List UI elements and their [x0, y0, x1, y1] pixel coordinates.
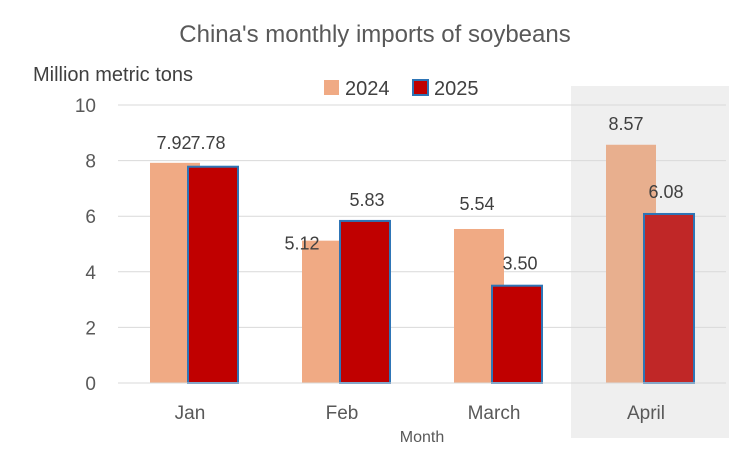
- x-axis-categories: Jan Feb March April: [175, 403, 665, 424]
- data-label-2025-march: 3.50: [502, 254, 537, 274]
- legend-swatch-2025: [412, 79, 429, 96]
- x-axis-label: Month: [400, 429, 444, 446]
- bar-2025-april: [643, 212, 695, 384]
- y-tick-label: 6: [85, 207, 96, 228]
- y-tick-label: 0: [85, 374, 96, 395]
- bars: [150, 144, 695, 385]
- data-label-2024-april: 8.57: [608, 114, 643, 134]
- data-label-2024-feb: 5.12: [284, 234, 319, 254]
- x-category-label: April: [627, 403, 665, 424]
- y-axis-label: Million metric tons: [33, 64, 193, 86]
- legend-label-2025: 2025: [434, 78, 479, 100]
- data-label-2024-march: 5.54: [459, 194, 494, 214]
- bar-2025-march: [491, 284, 543, 385]
- bar-2025-feb: [339, 219, 391, 384]
- x-category-label: Jan: [175, 403, 206, 424]
- y-tick-label: 10: [75, 96, 96, 117]
- data-label-2025-jan: 7.78: [190, 133, 225, 153]
- legend-swatch-2024: [324, 80, 339, 95]
- data-label-2025-april: 6.08: [648, 182, 683, 202]
- y-tick-label: 2: [85, 318, 96, 339]
- y-tick-label: 4: [85, 263, 96, 284]
- x-category-label: Feb: [326, 403, 359, 424]
- y-axis-ticks: 0 2 4 6 8 10: [75, 96, 97, 395]
- data-label-2025-feb: 5.83: [349, 190, 384, 210]
- y-tick-label: 8: [85, 152, 96, 173]
- x-category-label: March: [468, 403, 521, 424]
- data-labels: 7.927.78 5.12 5.83 5.54 3.50 8.57 6.08: [156, 114, 683, 274]
- bar-2025-jan: [187, 165, 239, 384]
- legend: 2024 2025: [324, 78, 479, 100]
- legend-label-2024: 2024: [345, 78, 390, 100]
- chart-title: China's monthly imports of soybeans: [179, 21, 570, 48]
- data-label-2024-jan: 7.92: [156, 133, 191, 153]
